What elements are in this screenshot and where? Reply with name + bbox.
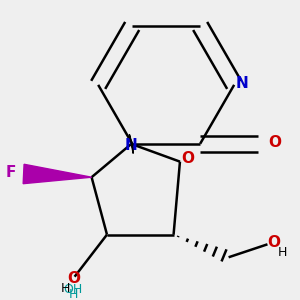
Text: O: O [268, 135, 281, 150]
Text: OH: OH [63, 283, 82, 296]
Text: O: O [267, 235, 280, 250]
Polygon shape [23, 164, 92, 184]
Text: H: H [61, 281, 70, 295]
Text: H: H [277, 246, 287, 259]
Text: N: N [236, 76, 249, 91]
Text: O: O [67, 271, 80, 286]
Text: N: N [124, 138, 137, 153]
Text: F: F [5, 165, 16, 180]
Polygon shape [129, 134, 133, 153]
Text: O: O [182, 151, 194, 166]
Text: H: H [68, 288, 78, 300]
